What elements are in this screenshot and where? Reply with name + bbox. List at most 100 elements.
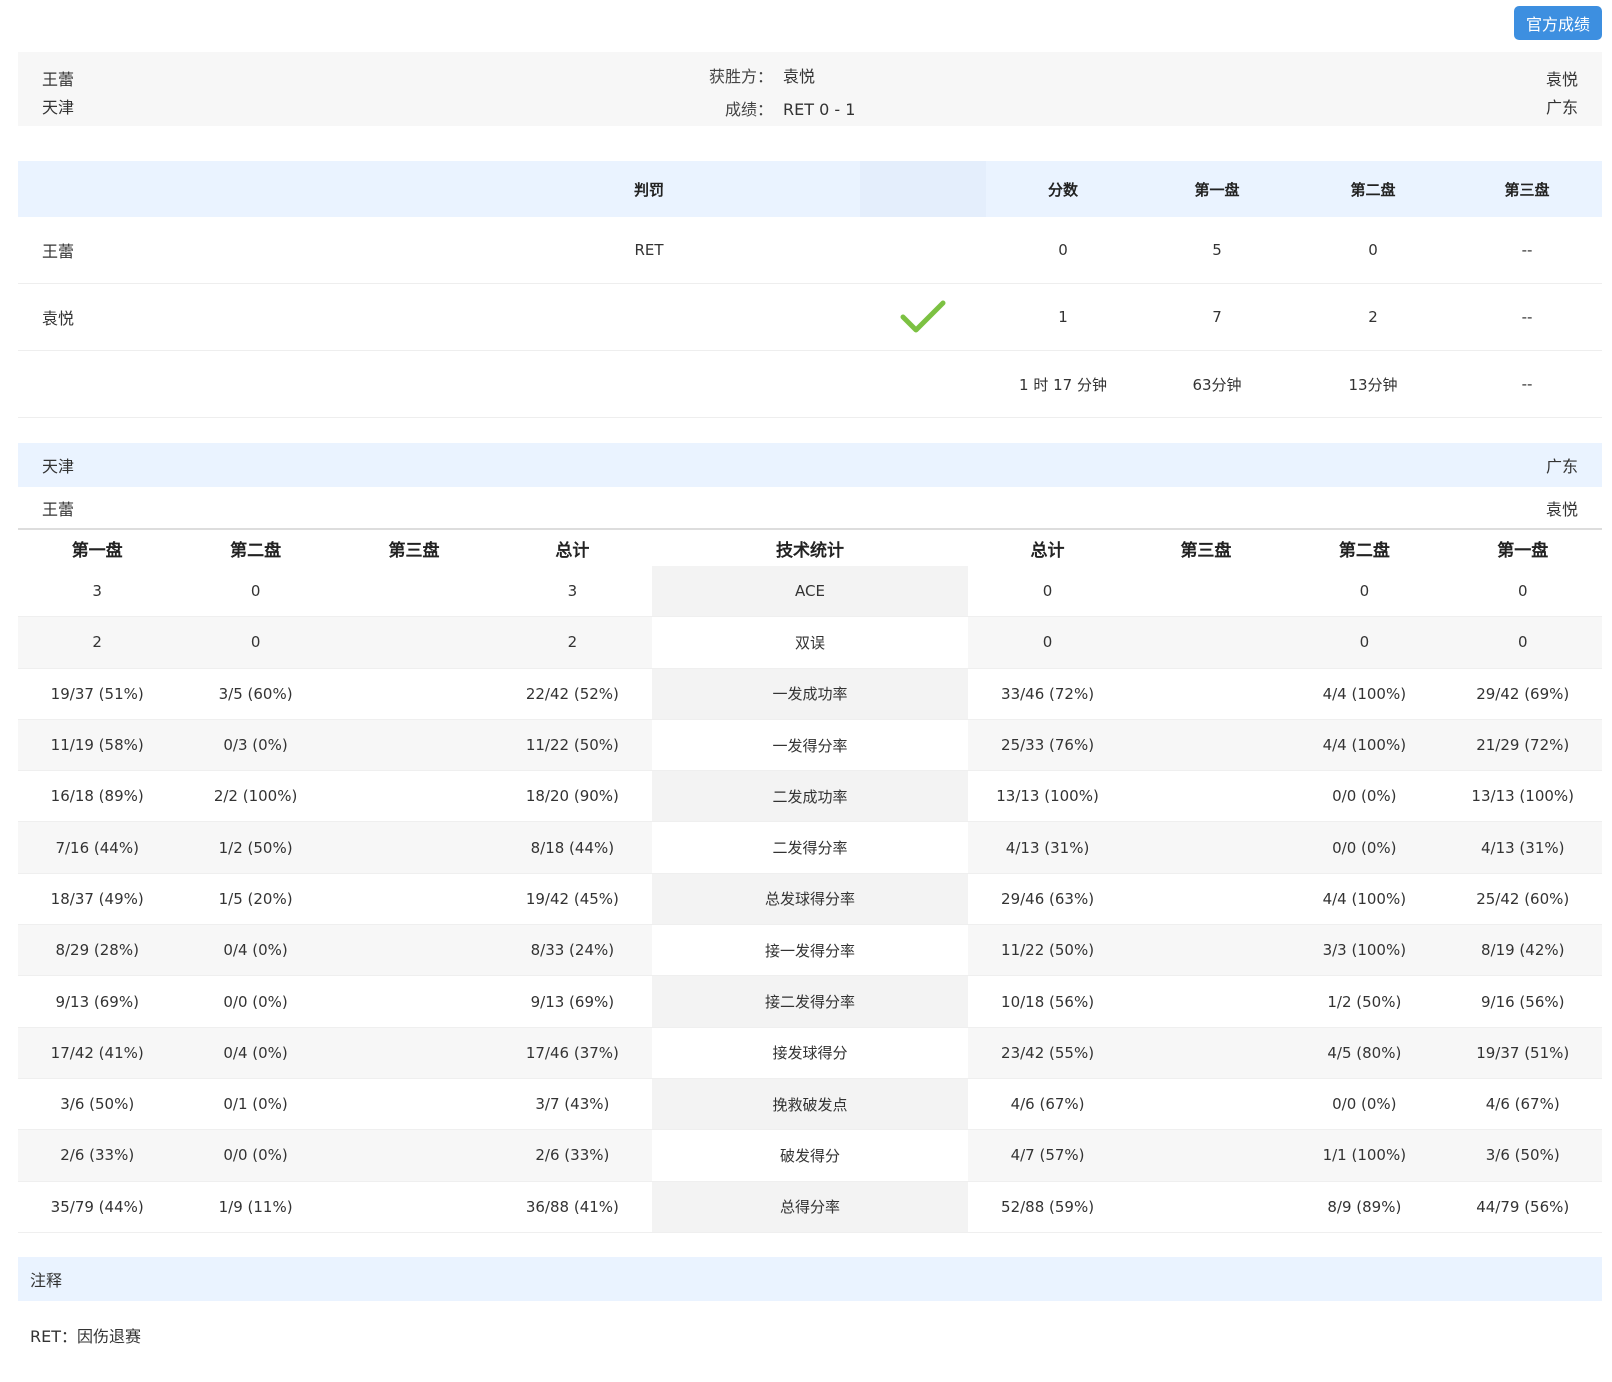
- stat-label: 接发球得分: [651, 1027, 969, 1078]
- stat-value: 18/37 (49%): [50, 889, 144, 908]
- stat-value: 3/6 (50%): [1485, 1146, 1560, 1165]
- stat-value: 0: [250, 633, 261, 652]
- stat-value: 22/42 (52%): [525, 684, 619, 703]
- set2-header: 第二盘: [1350, 180, 1396, 199]
- points-value: 1: [1058, 308, 1068, 326]
- stat-row: 18/37 (49%) 1/5 (20%) 19/42 (45%) 总发球得分率 29/…: [18, 873, 1602, 926]
- set3-header: 第三盘: [1504, 180, 1550, 199]
- stat-value: 8/9 (89%): [1327, 1197, 1402, 1216]
- stat-value: 0/4 (0%): [223, 1043, 288, 1062]
- stat-value: 13/13 (100%): [996, 787, 1099, 806]
- stats-player-row: 王蕾 袁悦: [18, 487, 1602, 530]
- stat-label: 一发得分率: [651, 719, 969, 771]
- stat-label: 总得分率: [651, 1181, 969, 1232]
- notes-title: 注释: [18, 1257, 1602, 1301]
- set2-duration: 13分钟: [1348, 375, 1398, 394]
- total-duration: 1 时 17 分钟: [1019, 375, 1107, 394]
- stat-value: 18/20 (90%): [525, 787, 619, 806]
- stat-value: 8/19 (42%): [1480, 941, 1565, 960]
- penalty-value: RET: [634, 241, 664, 259]
- stat-value: 8/29 (28%): [55, 941, 139, 960]
- official-results-button[interactable]: 官方成绩: [1514, 6, 1602, 40]
- stat-value: 0: [1359, 633, 1370, 652]
- stat-value: 4/13 (31%): [1005, 838, 1090, 857]
- stat-value: 3/6 (50%): [60, 1095, 135, 1114]
- stat-col-header: 技术统计: [775, 540, 844, 561]
- stat-row: 35/79 (44%) 1/9 (11%) 36/88 (41%) 总得分率 52/88…: [18, 1181, 1602, 1233]
- stat-value: 4/6 (67%): [1010, 1095, 1085, 1114]
- stat-label: ACE: [651, 566, 969, 617]
- score-row-player1: 王蕾 RET 0 5 0 --: [18, 217, 1602, 284]
- set2-value: 0: [1368, 241, 1378, 259]
- stat-col-header: 第二盘: [1338, 540, 1390, 561]
- stat-col-header: 第一盘: [71, 540, 123, 561]
- stat-value: 9/16 (56%): [1480, 992, 1565, 1011]
- technical-stats: 天津 广东 王蕾 袁悦 第一盘 第二盘 第三盘 总计 技术统计 总计 第三盘 第…: [18, 443, 1602, 1233]
- stat-value: 3: [92, 582, 102, 601]
- stat-value: 4/7 (57%): [1010, 1146, 1085, 1165]
- stat-row: 19/37 (51%) 3/5 (60%) 22/42 (52%) 一发成功率 33/4…: [18, 668, 1602, 720]
- stat-label: 接二发得分率: [651, 976, 969, 1027]
- stat-row: 3 0 3 ACE 0 0 0: [18, 566, 1602, 618]
- stat-value: 0/0 (0%): [1332, 787, 1397, 806]
- stat-value: 11/22 (50%): [525, 736, 619, 755]
- set1-value: 5: [1212, 241, 1222, 259]
- stat-row: 2/6 (33%) 0/0 (0%) 2/6 (33%) 破发得分 4/7 (57%) 1…: [18, 1130, 1602, 1182]
- stat-value: 13/13 (100%): [1471, 787, 1575, 806]
- stat-label: 总发球得分率: [651, 873, 969, 925]
- left-player-info: 王蕾 天津: [42, 66, 74, 122]
- penalty-header: 判罚: [633, 180, 664, 199]
- player-name: 王蕾: [42, 242, 75, 261]
- stat-value: 2: [567, 633, 578, 652]
- stat-value: 8/33 (24%): [530, 941, 615, 960]
- right-player-name: 袁悦: [1545, 70, 1578, 89]
- stat-value: 17/42 (41%): [50, 1043, 144, 1062]
- stat-value: 36/88 (41%): [525, 1197, 619, 1216]
- stat-label: 二发得分率: [651, 822, 969, 873]
- stat-row: 8/29 (28%) 0/4 (0%) 8/33 (24%) 接一发得分率 11/22 …: [18, 925, 1602, 977]
- stat-value: 10/18 (56%): [1001, 992, 1095, 1011]
- stat-label: 二发成功率: [651, 771, 969, 822]
- stat-value: 11/19 (58%): [50, 736, 144, 755]
- set2-value: 2: [1368, 308, 1378, 326]
- stat-value: 1/2 (50%): [1327, 992, 1402, 1011]
- stat-value: 25/33 (76%): [1001, 736, 1095, 755]
- result-label: 成绩：: [724, 100, 773, 119]
- stat-value: 29/46 (63%): [1001, 889, 1095, 908]
- winner-label: 获胜方：: [708, 67, 773, 86]
- match-result: 获胜方： 袁悦 成绩： RET 0 - 1: [698, 60, 855, 126]
- stat-value: 1/2 (50%): [218, 838, 293, 857]
- match-summary: 王蕾 天津 获胜方： 袁悦 成绩： RET 0 - 1 袁悦 广东: [18, 52, 1602, 126]
- set3-value: --: [1521, 308, 1533, 326]
- stats-body: 3 0 3 ACE 0 0 0 2 0 2 双误 0 0 0 19/37 (51%) 3/5 (60%) 22/…: [18, 566, 1602, 1233]
- stat-value: 0/0 (0%): [223, 992, 288, 1011]
- stat-col-header: 第三盘: [1180, 540, 1232, 561]
- stat-col-header: 第三盘: [388, 540, 440, 561]
- stat-value: 19/37 (51%): [50, 684, 144, 703]
- stat-value: 25/42 (60%): [1476, 889, 1570, 908]
- stats-team-row: 天津 广东: [18, 443, 1602, 487]
- notes-section: 注释 RET：因伤退赛: [18, 1257, 1602, 1347]
- stat-value: 3: [567, 582, 578, 601]
- stat-value: 0: [1042, 582, 1053, 601]
- stat-value: 44/79 (56%): [1476, 1197, 1570, 1216]
- stat-value: 4/4 (100%): [1322, 684, 1407, 703]
- stat-value: 9/13 (69%): [530, 992, 615, 1011]
- stat-col-header: 总计: [1030, 540, 1065, 561]
- set1-header: 第一盘: [1194, 180, 1240, 199]
- stat-row: 7/16 (44%) 1/2 (50%) 8/18 (44%) 二发得分率 4/13 (…: [18, 822, 1602, 874]
- stat-value: 2/2 (100%): [213, 787, 298, 806]
- stat-row: 11/19 (58%) 0/3 (0%) 11/22 (50%) 一发得分率 25/33…: [18, 719, 1602, 772]
- stat-col-header: 总计: [555, 540, 590, 561]
- stat-value: 0/0 (0%): [223, 1146, 288, 1165]
- stat-value: 1/9 (11%): [218, 1197, 293, 1216]
- stat-value: 23/42 (55%): [1001, 1043, 1095, 1062]
- duration-row: 1 时 17 分钟 63分钟 13分钟 --: [18, 351, 1602, 418]
- stats-header: 第一盘 第二盘 第三盘 总计 技术统计 总计 第三盘 第二盘 第一盘: [18, 530, 1602, 566]
- stat-value: 0/4 (0%): [223, 941, 288, 960]
- stat-value: 0: [1517, 582, 1528, 601]
- stat-label: 接一发得分率: [651, 925, 969, 976]
- stat-value: 16/18 (89%): [50, 787, 144, 806]
- stat-value: 19/37 (51%): [1476, 1043, 1570, 1062]
- stat-value: 2/6 (33%): [535, 1146, 610, 1165]
